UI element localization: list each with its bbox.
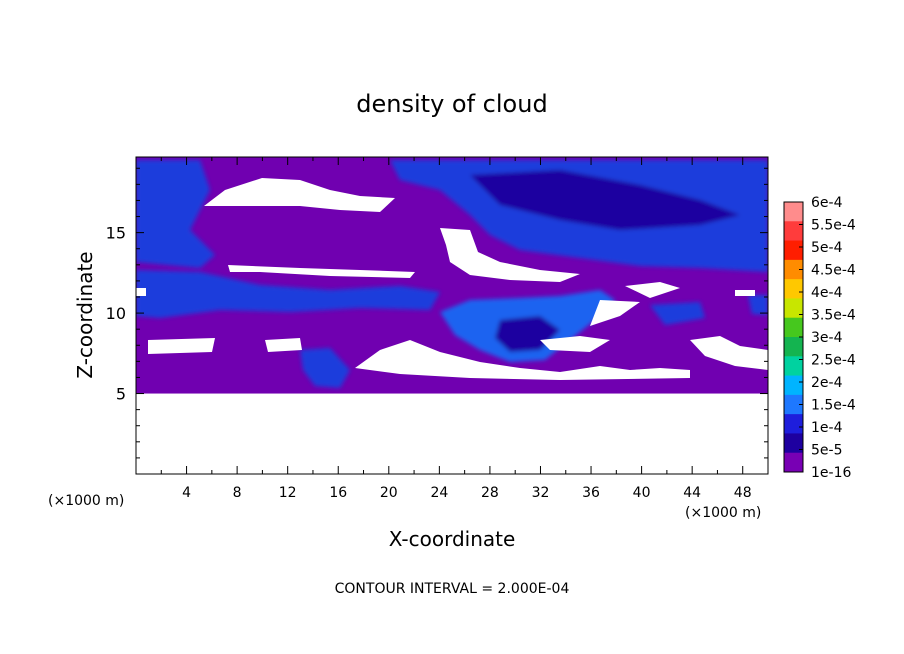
empty-region	[204, 178, 395, 212]
colorbar-label: 1e-4	[811, 420, 843, 436]
colorbar-label: 5.5e-4	[811, 218, 856, 234]
colorbar-swatch	[784, 279, 803, 299]
colorbar-label: 1e-16	[811, 465, 851, 481]
colorbar-label: 4e-4	[811, 285, 843, 301]
colorbar-swatch	[784, 259, 803, 280]
empty-region	[690, 336, 768, 370]
x-axis: 4 8 12 16 20 24 28 32 36 40 44 48	[160, 157, 752, 501]
density-region-right-mid	[650, 302, 705, 325]
x-tick-label: 36	[582, 485, 600, 501]
x-tick-label: 16	[329, 485, 347, 501]
density-region-upper-right-core	[470, 170, 740, 230]
colorbar-label: 2.5e-4	[811, 353, 856, 369]
colorbar-swatch	[784, 414, 803, 434]
empty-region	[228, 265, 415, 278]
colorbar-swatch	[784, 317, 803, 338]
plot-area	[136, 157, 768, 474]
x-tick-label: 12	[279, 485, 297, 501]
empty-region	[148, 338, 215, 354]
x-tick-label: 28	[481, 485, 499, 501]
x-tick-label: 48	[734, 485, 752, 501]
y-tick-label: 15	[106, 224, 126, 243]
plot-frame	[135, 156, 769, 475]
empty-region	[355, 340, 690, 380]
colorbar-swatch	[784, 337, 803, 357]
colorbar-swatch	[784, 433, 803, 454]
colorbar-swatch	[784, 452, 803, 473]
x-tick-label: 20	[380, 485, 398, 501]
density-region-upper-left	[136, 160, 215, 268]
colorbar-swatch	[784, 221, 803, 242]
x-tick-label: 44	[683, 485, 701, 501]
colorbar-label: 3e-4	[811, 330, 843, 346]
empty-region	[625, 282, 680, 298]
empty-region	[440, 228, 580, 282]
x-tick-label: 32	[532, 485, 550, 501]
colorbar-swatch	[784, 240, 803, 261]
colorbar-label: 5e-4	[811, 240, 843, 256]
x-unit-left: (×1000 m)	[48, 493, 124, 509]
x-unit-right: (×1000 m)	[685, 505, 761, 521]
empty-regions	[136, 178, 768, 380]
colorbar-label: 5e-5	[811, 443, 842, 459]
colorbar-swatch	[784, 356, 803, 377]
x-tick-label: 24	[430, 485, 448, 501]
y-tick-label: 10	[106, 304, 126, 323]
empty-region	[735, 290, 755, 296]
x-tick-label: 8	[233, 485, 242, 501]
density-region-small-left	[300, 348, 350, 388]
density-region-left-band	[136, 270, 440, 318]
x-tick-label: 40	[633, 485, 651, 501]
colorbar-swatch	[784, 375, 803, 396]
y-axis: 5 10 15	[106, 167, 768, 459]
x-tick-label: 4	[182, 485, 191, 501]
empty-region	[540, 336, 610, 352]
colorbar-swatch	[784, 394, 803, 415]
x-axis-label: X-coordinate	[389, 527, 516, 551]
colorbar-label: 2e-4	[811, 375, 843, 391]
y-axis-label: Z-coordinate	[73, 251, 97, 378]
colorbar-swatch	[784, 202, 803, 222]
colorbar-label: 6e-4	[811, 195, 843, 211]
chart-title: density of cloud	[356, 90, 547, 118]
density-blobs	[136, 160, 768, 388]
colorbar-swatch	[784, 298, 803, 319]
empty-region	[265, 338, 302, 352]
colorbar: 6e-4 5.5e-4 5e-4 4.5e-4 4e-4 3.5e-4 3e-4 2.5e-4…	[783, 195, 856, 481]
colorbar-label: 3.5e-4	[811, 308, 856, 324]
empty-region	[136, 288, 146, 296]
density-region-right-edge	[748, 295, 768, 315]
empty-region	[590, 300, 640, 326]
colorbar-label: 1.5e-4	[811, 398, 856, 414]
colorbar-label: 4.5e-4	[811, 263, 856, 279]
contour-interval-footer: CONTOUR INTERVAL = 2.000E-04	[335, 581, 570, 597]
y-tick-label: 5	[116, 385, 126, 404]
